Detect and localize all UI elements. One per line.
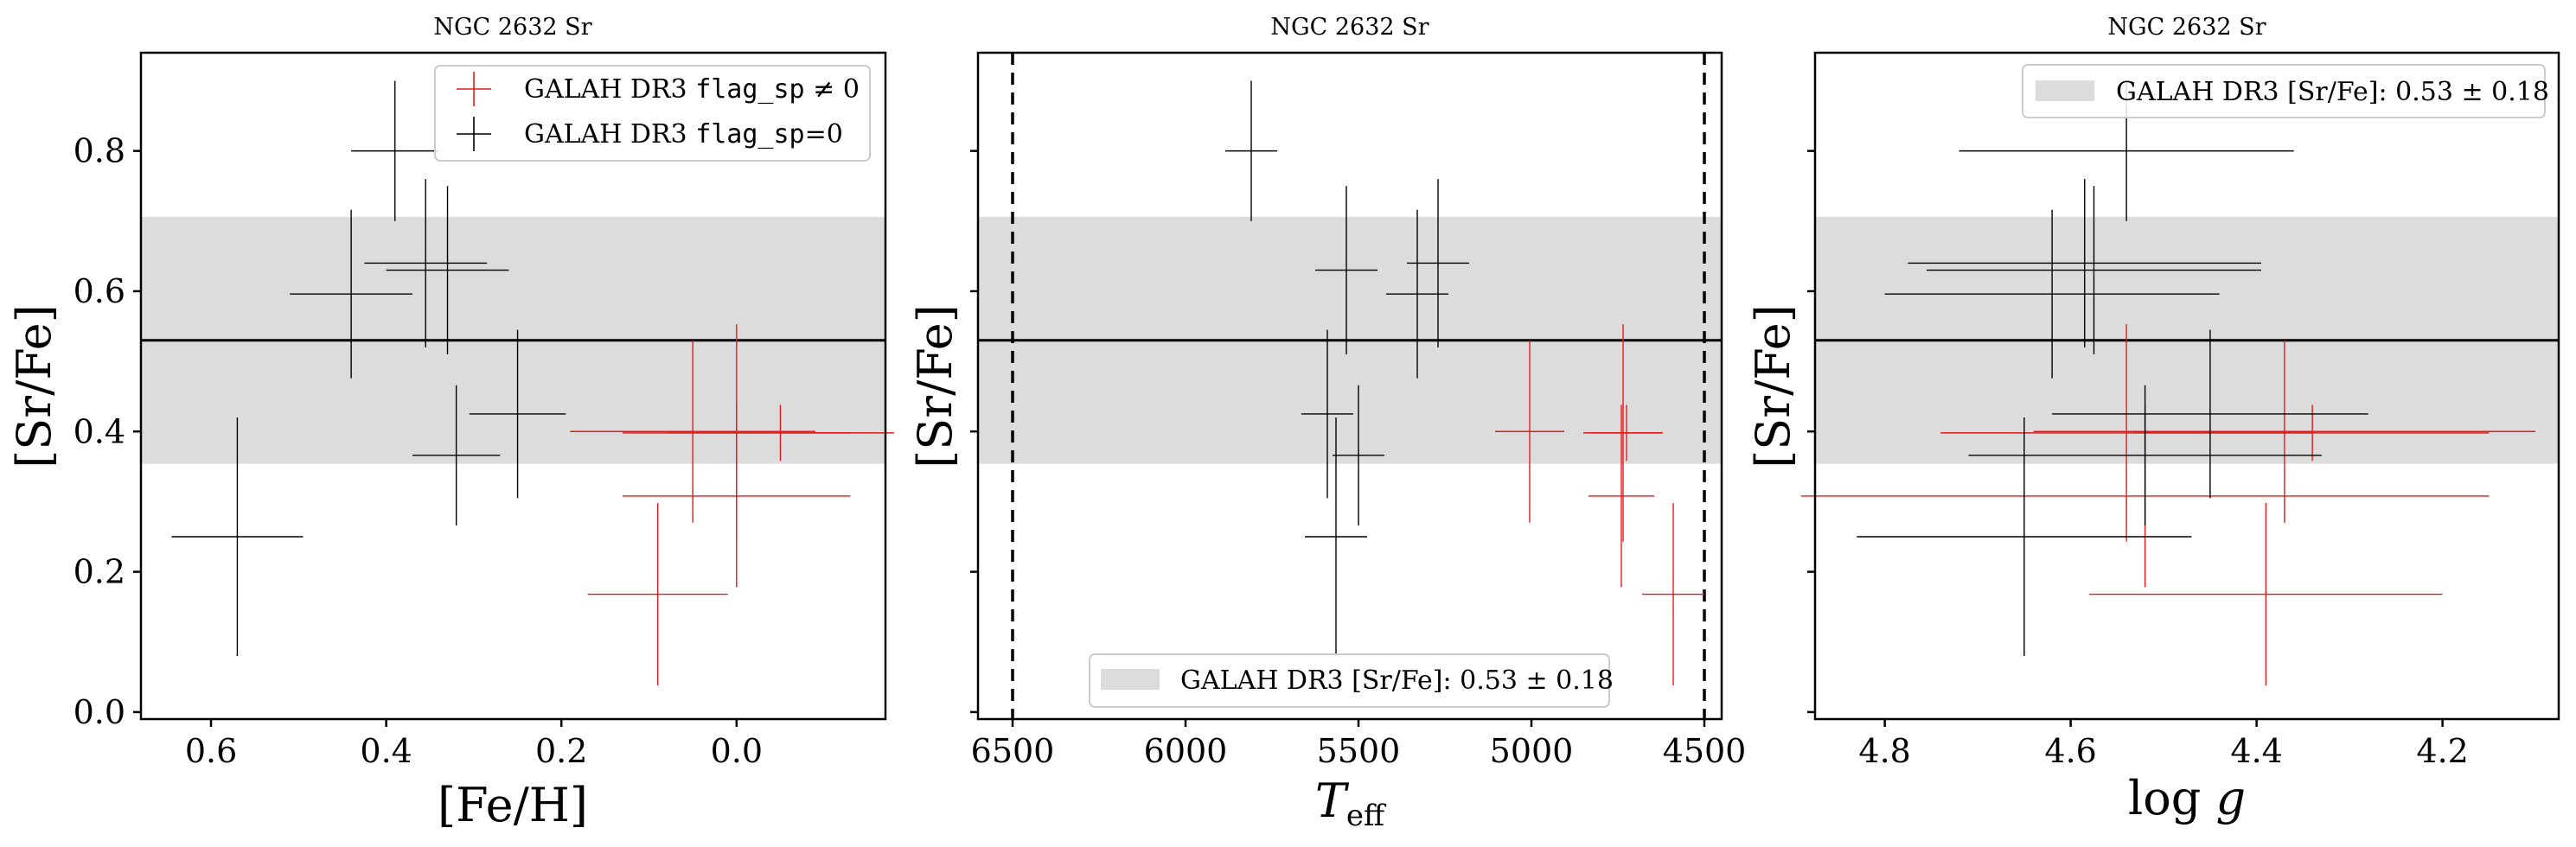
legend: GALAH DR3 [Sr/Fe]: 0.53 ± 0.18 xyxy=(2022,64,2549,118)
axes-ticks: 0.6 0.4 0.2 0.0 0.0 0.2 0.4 0.6 0.8 xyxy=(74,132,763,770)
data-point xyxy=(623,404,851,588)
data-point xyxy=(412,385,501,526)
data-point xyxy=(351,80,439,221)
legend-entry-flagged: GALAH DR3 flag_sp ≠ 0 xyxy=(457,72,860,106)
data-point xyxy=(2089,503,2443,686)
x-tick-label: 4.2 xyxy=(2416,732,2468,770)
legend-box xyxy=(2022,64,2546,118)
data-point xyxy=(1588,404,1654,588)
data-point xyxy=(1386,209,1448,379)
y-tick-label: 0.6 xyxy=(74,272,125,310)
y-axis-label: [Sr/Fe] xyxy=(908,304,962,468)
data-point xyxy=(1968,385,2322,526)
legend-swatch-band xyxy=(2036,80,2094,101)
y-tick-label: 0.0 xyxy=(74,693,125,731)
legend-box xyxy=(1089,653,1610,708)
data-point xyxy=(1333,385,1384,526)
axes-frame xyxy=(976,51,1723,721)
data-point xyxy=(2052,329,2368,499)
data-point xyxy=(1225,80,1277,221)
x-tick-label: 5000 xyxy=(1490,732,1574,770)
x-tick-label: 6000 xyxy=(1144,732,1228,770)
y-tick-label: 0.8 xyxy=(74,132,125,170)
panel-title: NGC 2632 Sr xyxy=(433,14,591,41)
legend-label-unflagged: GALAH DR3 flag_sp=0 xyxy=(524,119,843,150)
x-tick-label: 4500 xyxy=(1663,732,1747,770)
x-tick-label: 6500 xyxy=(971,732,1055,770)
x-tick-label: 0.2 xyxy=(535,732,587,770)
y-tick-label: 0.2 xyxy=(74,553,125,591)
axes-frame xyxy=(139,51,887,721)
data-point xyxy=(469,329,566,499)
data-point xyxy=(1301,329,1353,499)
plot-area xyxy=(978,53,1722,719)
y-axis-label: [Sr/Fe] xyxy=(7,304,61,468)
axes-ticks: 6500 6000 5500 5000 4500 xyxy=(970,150,1747,770)
legend-swatch-band xyxy=(1101,669,1160,690)
data-point xyxy=(1495,340,1564,523)
data-point xyxy=(570,340,815,523)
y-tick-label: 0.4 xyxy=(74,412,125,450)
plot-area xyxy=(141,80,895,686)
data-point xyxy=(1592,404,1661,462)
data-point xyxy=(1908,179,2261,347)
data-point xyxy=(587,503,728,686)
panel-logg: NGC 2632 Sr 4.8 4.6 4.4 4.2 log g [Sr/Fe] G… xyxy=(1746,14,2560,825)
legend-label-flagged: GALAH DR3 flag_sp ≠ 0 xyxy=(524,74,860,105)
data-point xyxy=(364,179,488,347)
data-point xyxy=(171,417,304,656)
legend: GALAH DR3 flag_sp ≠ 0 GALAH DR3 flag_sp=… xyxy=(434,65,871,162)
data-point xyxy=(386,186,509,354)
x-tick-label: 4.6 xyxy=(2044,732,2096,770)
legend-label-band: GALAH DR3 [Sr/Fe]: 0.53 ± 0.18 xyxy=(1180,666,1614,696)
axes-frame xyxy=(1813,51,2560,721)
data-point xyxy=(1305,417,1367,656)
panel-title: NGC 2632 Sr xyxy=(1270,14,1429,41)
legend-box xyxy=(434,65,871,162)
x-axis-label: log g xyxy=(2128,771,2246,825)
x-tick-label: 0.6 xyxy=(185,732,237,770)
x-tick-label: 0.0 xyxy=(711,732,763,770)
legend-label-band: GALAH DR3 [Sr/Fe]: 0.53 ± 0.18 xyxy=(2116,77,2549,107)
panel-title: NGC 2632 Sr xyxy=(2107,14,2266,41)
data-point xyxy=(1884,209,2220,379)
data-point xyxy=(1927,186,2261,354)
x-axis-label: Teff xyxy=(1315,774,1387,833)
data-point xyxy=(290,209,413,379)
panel-teff: NGC 2632 Sr 6500 6000 5500 5000 4500 Teff [S… xyxy=(908,14,1746,833)
x-tick-label: 4.4 xyxy=(2230,732,2282,770)
legend: GALAH DR3 [Sr/Fe]: 0.53 ± 0.18 xyxy=(1089,653,1614,708)
plot-area xyxy=(1800,80,2559,686)
data-point xyxy=(1315,186,1377,354)
panel-feh: NGC 2632 Sr 0.6 0.4 0.2 0.00.00.20.40.60.8 … xyxy=(7,14,895,832)
x-tick-label: 4.8 xyxy=(1858,732,1910,770)
legend-entry-unflagged: GALAH DR3 flag_sp=0 xyxy=(457,117,843,151)
x-axis-label: [Fe/H] xyxy=(438,778,588,832)
y-axis-label: [Sr/Fe] xyxy=(1746,304,1800,468)
x-tick-label: 5500 xyxy=(1317,732,1401,770)
data-point xyxy=(2033,340,2536,523)
axes-ticks: 4.8 4.6 4.4 4.2 xyxy=(1807,150,2469,770)
data-point xyxy=(1857,417,2192,656)
x-tick-label: 0.4 xyxy=(360,732,412,770)
data-point xyxy=(1642,503,1704,686)
